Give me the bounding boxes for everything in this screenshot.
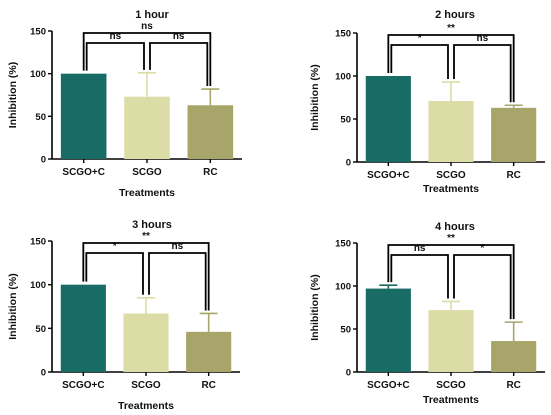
chart-title: 2 hours — [435, 9, 475, 21]
x-axis-label: Treatments — [119, 187, 175, 199]
y-tick-label: 100 — [30, 69, 46, 80]
y-tick-label: 100 — [30, 280, 46, 291]
y-axis-label: Inhibition (%) — [309, 274, 321, 340]
x-axis-label: Treatments — [423, 183, 479, 195]
y-tick-label: 150 — [335, 29, 351, 40]
significance-bracket — [82, 242, 210, 311]
significance-bracket — [387, 34, 515, 103]
x-tick-label: SCGO+C — [62, 167, 105, 178]
y-tick-label: 150 — [335, 239, 351, 250]
significance-label: ns — [171, 241, 183, 252]
significance-label: ns — [173, 31, 185, 42]
y-tick-label: 50 — [340, 115, 351, 126]
x-tick-label: SCGO+C — [367, 170, 410, 181]
bar-rc — [187, 105, 234, 159]
significance-label: ** — [142, 231, 150, 242]
significance-bracket — [82, 32, 212, 87]
y-tick-label: 0 — [346, 158, 351, 169]
bar-scgo — [124, 96, 170, 159]
y-tick-label: 50 — [340, 325, 351, 336]
x-tick-label: SCGO+C — [367, 380, 410, 391]
bar-scgo — [428, 100, 474, 162]
bar-rc — [491, 107, 537, 162]
chart-title: 4 hours — [435, 221, 475, 233]
bar-scgoc — [365, 76, 411, 162]
x-tick-label: RC — [506, 170, 520, 181]
y-tick-label: 150 — [30, 237, 46, 248]
chart-panel-2: 2 hours 0 50 100 150 Inhibition (%) SCGO+C SCGO… — [309, 9, 545, 195]
x-tick-label: SCGO — [436, 170, 466, 181]
x-tick-label: SCGO — [132, 167, 162, 178]
x-tick-label: RC — [201, 380, 215, 391]
significance-bracket — [85, 252, 144, 295]
significance-label: * — [418, 33, 422, 44]
significance-bracket — [387, 244, 515, 320]
y-tick-label: 0 — [346, 368, 351, 379]
significance-label: ns — [109, 31, 121, 42]
y-tick-label: 0 — [41, 155, 46, 166]
chart-title: 3 hours — [132, 219, 172, 231]
significance-label: ** — [447, 233, 455, 244]
y-tick-label: 0 — [41, 368, 46, 379]
significance-label: * — [480, 243, 484, 254]
significance-bracket — [390, 254, 449, 299]
significance-label: ns — [414, 243, 426, 254]
bar-scgoc — [60, 73, 107, 159]
significance-label: ns — [476, 33, 488, 44]
significance-bracket — [453, 44, 512, 103]
significance-label: * — [113, 241, 117, 252]
significance-label: ns — [141, 21, 153, 32]
significance-bracket — [390, 44, 449, 80]
y-axis-label: Inhibition (%) — [7, 273, 19, 339]
chart-panel-4: 4 hours 0 50 100 150 Inhibition (%) SCGO+C SCGO… — [309, 221, 545, 406]
y-tick-label: 150 — [30, 27, 46, 38]
chart-panel-3: 3 hours 0 50 100 150 Inhibition (%) SCGO+C SCGO… — [7, 219, 240, 412]
x-axis-label: Treatments — [118, 400, 174, 412]
y-axis-label: Inhibition (%) — [309, 64, 321, 130]
significance-bracket — [85, 42, 145, 71]
y-tick-label: 50 — [35, 112, 46, 123]
significance-label: ** — [447, 23, 455, 34]
x-tick-label: SCGO — [436, 380, 466, 391]
y-axis-label: Inhibition (%) — [7, 62, 19, 128]
bar-rc — [186, 331, 232, 372]
bar-scgoc — [60, 284, 106, 372]
bar-scgo — [428, 310, 474, 372]
significance-bracket — [148, 252, 207, 311]
y-tick-label: 100 — [335, 282, 351, 293]
x-tick-label: RC — [203, 167, 217, 178]
x-tick-label: RC — [506, 380, 520, 391]
chart-title: 1 hour — [135, 9, 169, 21]
y-tick-label: 100 — [335, 72, 351, 83]
bar-scgo — [123, 313, 169, 372]
x-tick-label: SCGO+C — [62, 380, 105, 391]
bar-scgoc — [365, 288, 411, 372]
x-tick-label: SCGO — [131, 380, 161, 391]
significance-bracket — [149, 42, 209, 87]
y-tick-label: 50 — [35, 324, 46, 335]
x-axis-label: Treatments — [423, 394, 479, 406]
bar-rc — [491, 341, 537, 372]
significance-bracket — [453, 254, 512, 320]
chart-panel-1: 1 hour 0 50 100 150 Inhibition (%) SCGO+C SCGO R… — [7, 9, 242, 199]
